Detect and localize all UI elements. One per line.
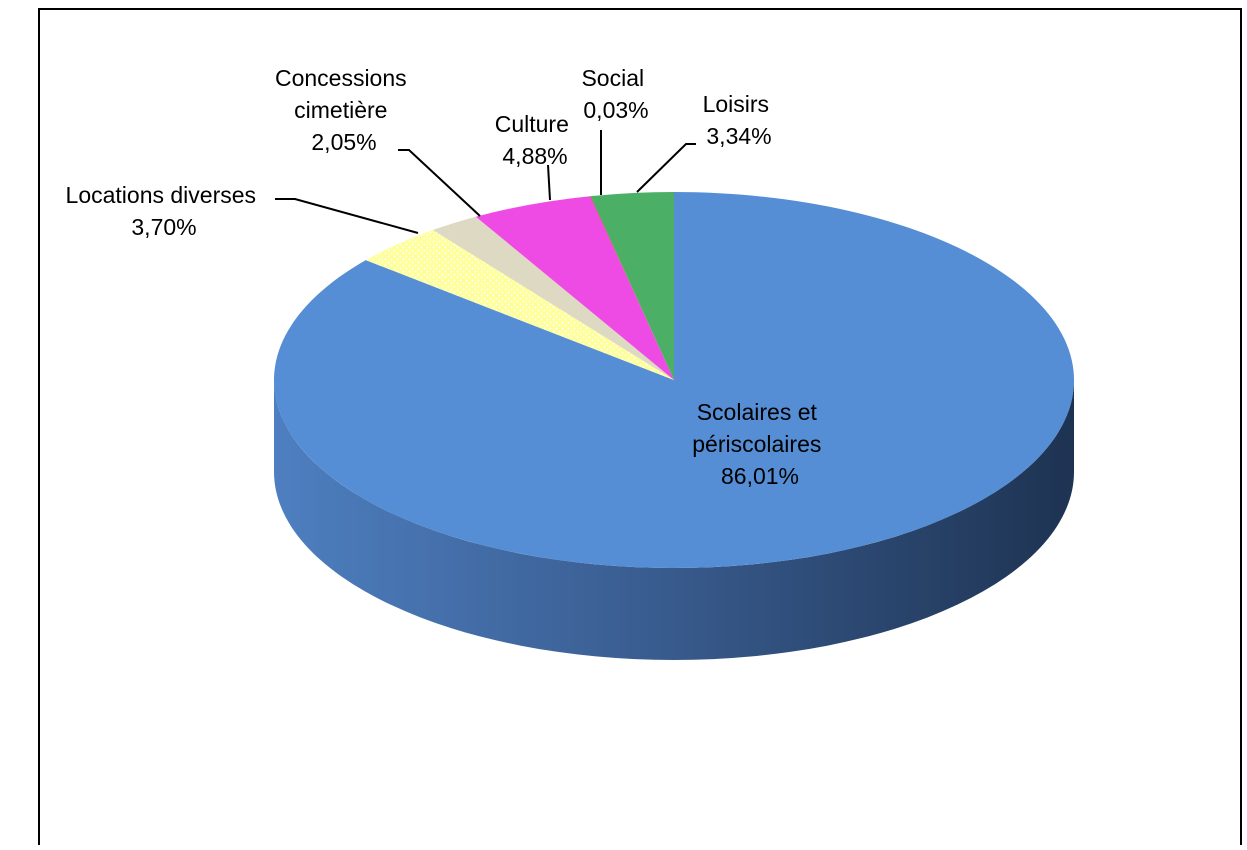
label-scolaires-line2: périscolaires [692,431,821,457]
leader-line-locations [275,198,419,234]
leader-line-loisirs [636,143,696,193]
label-concessions-value: 2,05% [311,129,376,155]
label-scolaires-line1: Scolaires et [697,399,818,425]
label-social-line1: Social [581,65,644,91]
label-loisirs-line1: Loisirs [703,91,769,117]
label-culture-value: 4,88% [502,143,567,169]
label-locations-line1: Locations diverses [66,182,257,208]
label-loisirs-value: 3,34% [706,123,771,149]
label-locations-value: 3,70% [131,214,196,240]
label-locations: Locations diverses 3,70% [66,182,263,240]
label-scolaires-value: 86,01% [721,463,799,489]
label-social-value: 0,03% [583,97,648,123]
pie-slice-social [589,196,674,380]
label-social: Social 0,03% [581,65,650,123]
chart-border [38,8,1242,845]
leader-lines [275,130,696,234]
pie-slice-culture [475,196,674,380]
label-culture: Culture 4,88% [495,111,576,169]
label-concessions: Concessions cimetière 2,05% [275,65,413,155]
label-concessions-line1: Concessions [275,65,407,91]
label-scolaires: Scolaires et périscolaires 86,01% [692,399,828,489]
leader-line-culture [547,164,551,201]
pie-slice-scolaires [274,191,1075,568]
pie-slices [274,191,1075,568]
label-concessions-line2: cimetière [294,97,387,123]
pie-slice-loisirs [590,192,674,380]
label-culture-line1: Culture [495,111,569,137]
pie-side-wall [274,380,1074,660]
pie-slice-locations [365,230,674,380]
label-loisirs: Loisirs 3,34% [703,91,776,149]
pie-slice-concessions [432,216,674,380]
leader-line-concessions [398,149,481,217]
